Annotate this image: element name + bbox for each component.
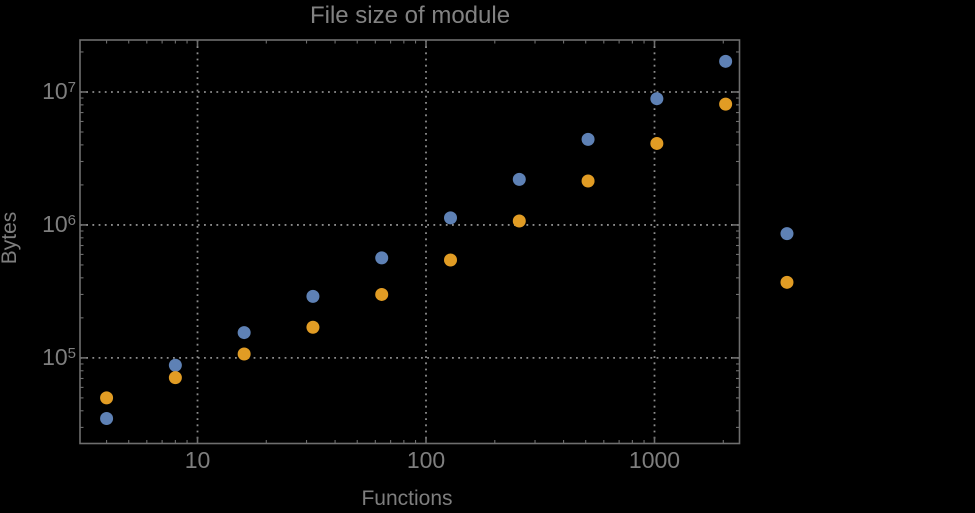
scatter-point-series-2-orange-x512 bbox=[581, 174, 595, 188]
scatter-point-series-1-blue-x4 bbox=[100, 411, 114, 425]
x-tick-label-100: 100 bbox=[406, 447, 446, 473]
y-tick-label-10e7: 107 bbox=[42, 78, 76, 105]
scatter-point-series-2-orange-x8 bbox=[168, 371, 182, 385]
scatter-point-series-1-blue-x3800 bbox=[780, 227, 794, 241]
scatter-point-series-1-blue-x32 bbox=[306, 289, 320, 303]
x-axis-label: Functions bbox=[361, 487, 453, 510]
scatter-point-series-1-blue-x1024 bbox=[650, 92, 664, 106]
scatter-point-series-2-orange-x1024 bbox=[650, 136, 664, 150]
scatter-point-series-2-orange-x3800 bbox=[780, 275, 794, 289]
chart-title: File size of module bbox=[309, 2, 511, 29]
scatter-point-series-2-orange-x16 bbox=[237, 347, 251, 361]
scatter-point-series-1-blue-x128 bbox=[444, 211, 458, 225]
scatter-point-series-1-blue-x8 bbox=[168, 358, 182, 372]
scatter-point-series-2-orange-x2048 bbox=[719, 97, 733, 111]
scatter-point-series-2-orange-x32 bbox=[306, 320, 320, 334]
plot-frame bbox=[79, 39, 741, 445]
x-tick-label-1000: 1000 bbox=[628, 447, 681, 473]
scatter-point-series-2-orange-x4 bbox=[100, 391, 114, 405]
y-tick-label-10e5: 105 bbox=[42, 343, 76, 370]
scatter-point-series-2-orange-x256 bbox=[512, 214, 526, 228]
scatter-point-series-1-blue-x512 bbox=[581, 132, 595, 146]
scatter-point-series-1-blue-x256 bbox=[512, 172, 526, 186]
scatter-point-series-2-orange-x64 bbox=[375, 287, 389, 301]
scatter-point-series-1-blue-x2048 bbox=[719, 54, 733, 68]
y-axis-label: Bytes bbox=[0, 211, 21, 265]
y-tick-label-10e6: 106 bbox=[42, 210, 76, 237]
x-tick-label-10: 10 bbox=[184, 447, 211, 473]
scatter-point-series-2-orange-x128 bbox=[444, 253, 458, 267]
scatter-point-series-1-blue-x16 bbox=[237, 326, 251, 340]
scatter-point-series-1-blue-x64 bbox=[375, 251, 389, 265]
